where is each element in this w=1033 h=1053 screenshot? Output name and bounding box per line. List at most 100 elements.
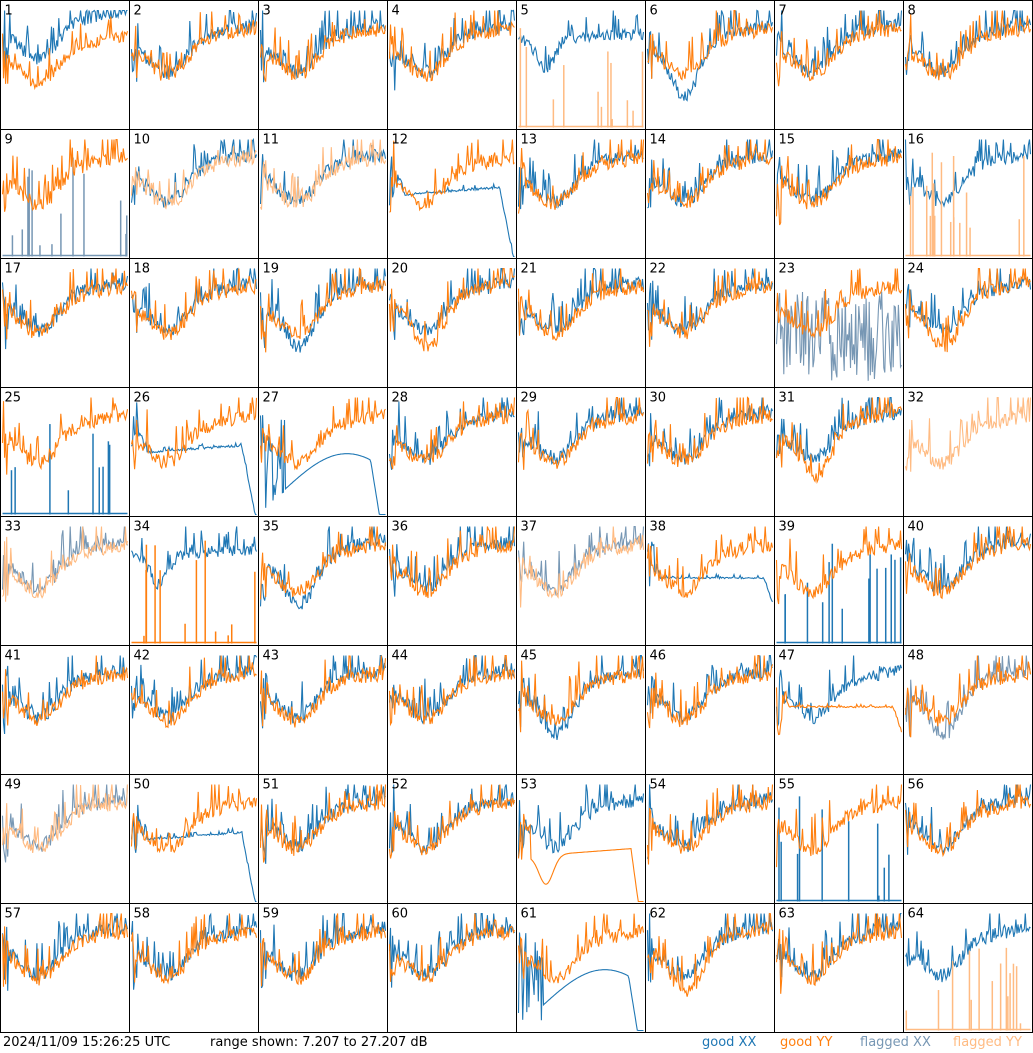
panel-label: 5 bbox=[521, 4, 529, 19]
panel-label: 26 bbox=[134, 391, 151, 406]
series-yy-good bbox=[130, 784, 258, 854]
series-xx-good bbox=[130, 9, 258, 82]
series-yy-good bbox=[130, 655, 257, 729]
panel-46: 46 bbox=[645, 645, 775, 775]
panel-49: 49 bbox=[0, 774, 130, 904]
panel-frame bbox=[903, 387, 1033, 517]
panel-label: 56 bbox=[908, 778, 925, 793]
panel-frame bbox=[903, 258, 1033, 388]
panel-19: 19 bbox=[258, 258, 388, 388]
panel-42: 42 bbox=[129, 645, 259, 775]
series-xx-good bbox=[388, 654, 516, 725]
series-yy-good bbox=[904, 10, 1032, 81]
panel-label: 54 bbox=[650, 778, 667, 793]
panel-label: 57 bbox=[5, 907, 22, 922]
panel-label: 22 bbox=[650, 262, 667, 277]
series-yy-good bbox=[646, 139, 773, 208]
series-yy-good bbox=[388, 784, 516, 859]
panel-frame bbox=[387, 516, 517, 646]
series-xx-good bbox=[775, 139, 903, 210]
series-xx-good bbox=[517, 932, 644, 1032]
series-xx-good bbox=[131, 526, 258, 590]
panel-frame bbox=[387, 774, 517, 904]
panel-35: 35 bbox=[258, 516, 388, 646]
series-xx-good bbox=[388, 784, 515, 854]
panel-33: 33 bbox=[0, 516, 130, 646]
panel-22: 22 bbox=[645, 258, 775, 388]
panel-29: 29 bbox=[516, 387, 646, 517]
series-yy-good bbox=[646, 654, 774, 729]
panel-label: 55 bbox=[779, 778, 796, 793]
panel-12: 12 bbox=[387, 129, 517, 259]
series-yy-good bbox=[389, 139, 515, 213]
panel-55: 55 bbox=[774, 774, 904, 904]
panel-label: 37 bbox=[521, 520, 538, 535]
panel-41: 41 bbox=[0, 645, 130, 775]
series-yy-good bbox=[388, 526, 516, 599]
panel-label: 25 bbox=[5, 391, 22, 406]
series-yy-good bbox=[904, 655, 1032, 738]
panel-label: 2 bbox=[134, 4, 142, 19]
series-yy-good bbox=[259, 397, 386, 471]
series-yy-good bbox=[517, 139, 645, 214]
series-xx-good bbox=[130, 138, 258, 208]
series-yy-good bbox=[388, 267, 515, 352]
panel-23: 23 bbox=[774, 258, 904, 388]
series-xx-good bbox=[905, 268, 1032, 338]
panel-label: 34 bbox=[134, 520, 151, 535]
series-yy-good bbox=[517, 813, 644, 903]
panel-label: 47 bbox=[779, 649, 796, 664]
panel-32: 32 bbox=[903, 387, 1033, 517]
series-yy-good bbox=[130, 268, 257, 340]
series-yy-good bbox=[646, 396, 773, 468]
series-yy-good bbox=[904, 526, 1032, 600]
panel-label: 11 bbox=[263, 133, 280, 148]
panel-17: 17 bbox=[0, 258, 130, 388]
panel-13: 13 bbox=[516, 129, 646, 259]
legend-good-xx: good XX bbox=[702, 1035, 757, 1050]
panel-label: 10 bbox=[134, 133, 151, 148]
panel-label: 9 bbox=[5, 133, 13, 148]
panel-57: 57 bbox=[0, 903, 130, 1033]
panel-label: 28 bbox=[392, 391, 409, 406]
series-yy-good bbox=[904, 784, 1032, 858]
series-xx-good bbox=[388, 912, 515, 988]
series-yy-good bbox=[775, 913, 903, 994]
panel-label: 31 bbox=[779, 391, 796, 406]
panel-63: 63 bbox=[774, 903, 904, 1033]
legend-good-yy: good YY bbox=[780, 1035, 833, 1050]
panel-frame bbox=[774, 645, 904, 775]
series-yy-good bbox=[130, 913, 258, 985]
panel-label: 36 bbox=[392, 520, 409, 535]
series-xx-good bbox=[517, 784, 645, 858]
panel-label: 35 bbox=[263, 520, 280, 535]
panel-frame bbox=[774, 903, 904, 1033]
panel-3: 3 bbox=[258, 0, 388, 130]
series-yy-good bbox=[904, 267, 1031, 353]
panel-label: 24 bbox=[908, 262, 925, 277]
series-yy-good bbox=[775, 784, 903, 868]
panel-label: 40 bbox=[908, 520, 925, 535]
panel-54: 54 bbox=[645, 774, 775, 904]
panel-frame bbox=[516, 0, 646, 130]
series-xx-good bbox=[131, 402, 257, 516]
series-xx-good bbox=[1, 913, 129, 991]
panel-4: 4 bbox=[387, 0, 517, 130]
panel-label: 39 bbox=[779, 520, 796, 535]
panel-label: 30 bbox=[650, 391, 667, 406]
panel-label: 46 bbox=[650, 649, 667, 664]
panel-39: 39 bbox=[774, 516, 904, 646]
series-yy-good bbox=[646, 526, 774, 598]
panel-label: 45 bbox=[521, 649, 538, 664]
panel-label: 16 bbox=[908, 133, 925, 148]
series-xx-good bbox=[388, 267, 516, 340]
panel-9: 9 bbox=[0, 129, 130, 259]
series-yy-good bbox=[647, 9, 774, 81]
series-yy-good bbox=[259, 655, 387, 728]
legend-flagged-xx: flagged XX bbox=[860, 1035, 931, 1050]
panel-28: 28 bbox=[387, 387, 517, 517]
panel-52: 52 bbox=[387, 774, 517, 904]
panel-20: 20 bbox=[387, 258, 517, 388]
panel-61: 61 bbox=[516, 903, 646, 1033]
series-yy-flagged bbox=[2, 526, 129, 602]
